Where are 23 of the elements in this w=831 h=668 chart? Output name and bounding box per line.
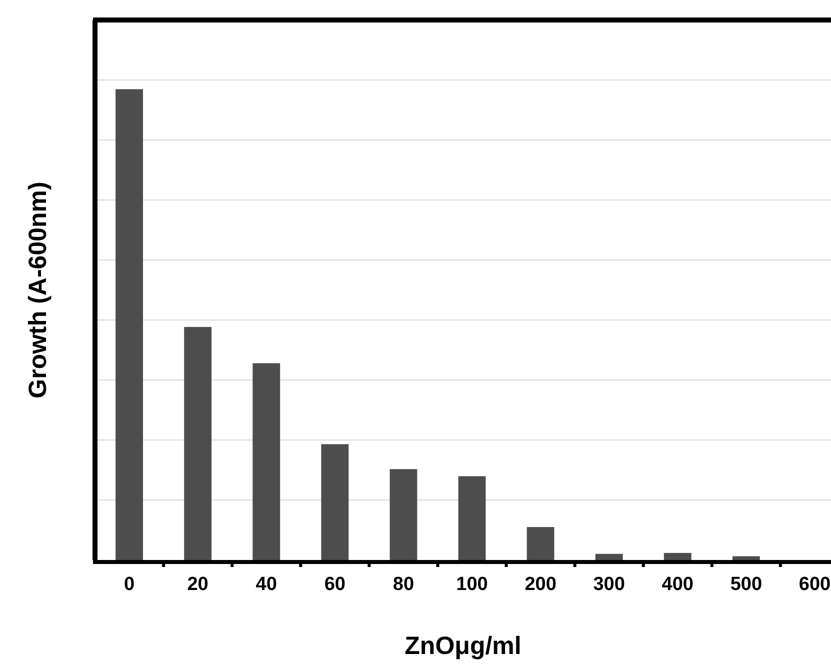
bar bbox=[526, 527, 554, 560]
x-tick-label: 100 bbox=[456, 574, 488, 595]
bar bbox=[390, 469, 418, 560]
x-tick-label: 600 bbox=[798, 574, 831, 595]
bar bbox=[732, 556, 760, 560]
x-tick-label: 80 bbox=[392, 574, 414, 595]
x-tick-label: 400 bbox=[662, 574, 694, 595]
bar bbox=[252, 363, 280, 560]
x-tick-label: 60 bbox=[324, 574, 346, 595]
x-tick-label: 500 bbox=[730, 574, 762, 595]
bar bbox=[184, 326, 212, 560]
y-axis-title: Growth (A-600nm) bbox=[24, 182, 52, 398]
x-tick-label: 20 bbox=[187, 574, 208, 595]
bar bbox=[116, 89, 143, 560]
x-axis-title: ZnOμg/ml bbox=[404, 632, 522, 660]
bar bbox=[595, 554, 623, 560]
x-tick-label: 0 bbox=[124, 574, 135, 595]
x-tick-label: 200 bbox=[524, 574, 556, 595]
x-tick-label: 300 bbox=[593, 574, 625, 595]
x-tick-label: 40 bbox=[256, 574, 277, 595]
bar bbox=[321, 444, 349, 560]
bar bbox=[664, 552, 692, 560]
bar bbox=[458, 476, 486, 560]
